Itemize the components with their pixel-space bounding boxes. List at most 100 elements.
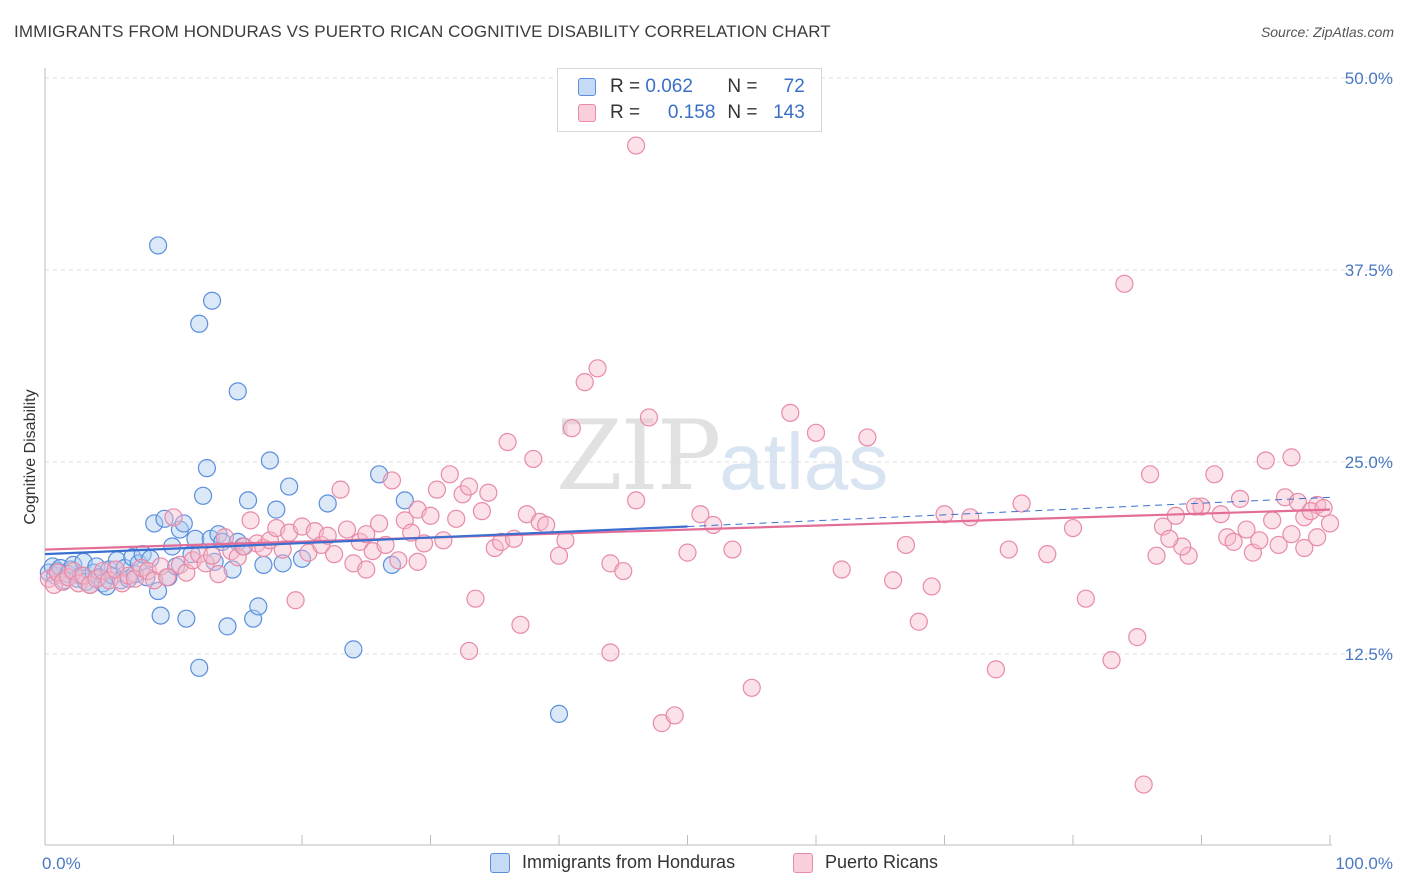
data-point [202, 546, 222, 565]
grid [45, 77, 1395, 655]
data-point [1185, 497, 1205, 516]
data-point [357, 560, 376, 579]
legend-swatch-blue [578, 78, 596, 96]
data-point [562, 419, 581, 438]
data-point [254, 555, 273, 575]
legend-r-value: 0.158 [667, 102, 716, 123]
data-point [238, 491, 258, 510]
data-point [48, 563, 67, 582]
data-point [1128, 628, 1147, 647]
data-point [1230, 489, 1250, 508]
data-point [479, 483, 498, 502]
data-point [575, 373, 594, 392]
data-point [280, 477, 299, 496]
legend-item-puerto-ricans: Puerto Ricans [793, 852, 938, 873]
data-point [344, 640, 363, 659]
data-point [395, 491, 414, 510]
data-point [218, 617, 237, 636]
legend-r-label: R = [610, 102, 641, 123]
data-point [1308, 528, 1327, 547]
watermark: ZIPatlas [556, 400, 888, 512]
data-point [806, 423, 826, 442]
data-point [148, 236, 168, 255]
data-point [370, 514, 389, 533]
legend-n-value: 72 [783, 76, 805, 97]
data-point [1140, 465, 1160, 484]
data-point [318, 494, 337, 513]
data-point [498, 432, 517, 452]
legend-n-value: 143 [773, 102, 805, 123]
legend-swatch-pink [793, 852, 813, 873]
data-point [1115, 274, 1134, 293]
data-point [1160, 529, 1179, 548]
x-tick-label: 100.0% [1335, 854, 1393, 873]
series-puerto-ricans [39, 81, 1340, 794]
data-point [151, 606, 170, 625]
legend-row-puerto-ricans: R = 0.158 N = 143 [578, 101, 805, 125]
data-point [1320, 514, 1340, 533]
data-point [260, 451, 279, 470]
legend-item-honduras: Immigrants from Honduras [490, 852, 735, 873]
legend-r-value: 0.062 [645, 76, 693, 97]
chart-title: IMMIGRANTS FROM HONDURAS VS PUERTO RICAN… [14, 22, 831, 41]
y-tick-label: 50.0% [1345, 69, 1393, 88]
data-point [331, 480, 350, 499]
data-point [626, 136, 646, 155]
data-point [459, 641, 479, 661]
source-label: Source: ZipAtlas.com [1260, 24, 1394, 40]
data-point [174, 514, 193, 533]
data-point [1218, 528, 1237, 547]
data-point [537, 515, 556, 535]
data-point [1295, 538, 1314, 558]
data-point [466, 589, 485, 608]
data-point [986, 660, 1006, 679]
legend-r-label: R = [610, 76, 641, 97]
data-point [678, 543, 697, 562]
data-point [524, 449, 543, 469]
data-point [883, 571, 903, 590]
x-tick-label: 0.0% [42, 854, 81, 873]
data-point [151, 557, 170, 576]
data-point [832, 560, 851, 579]
legend-swatch-blue [490, 852, 510, 873]
data-point [1237, 520, 1256, 539]
data-point [273, 554, 292, 573]
data-point [472, 502, 491, 521]
data-point [382, 471, 402, 490]
data-point [286, 591, 305, 610]
legend-label-honduras: Immigrants from Honduras [522, 852, 736, 872]
legend-label-puerto-ricans: Puerto Ricans [825, 852, 939, 872]
data-point [922, 577, 941, 596]
data-point [209, 565, 228, 584]
data-point [427, 480, 447, 499]
data-point [193, 486, 213, 505]
data-point [1256, 451, 1275, 470]
y-tick-label: 12.5% [1345, 645, 1393, 664]
data-point [588, 359, 607, 378]
watermark-zip: ZIP [556, 400, 721, 512]
trend-line-honduras [44, 525, 688, 556]
data-point [1063, 518, 1083, 538]
data-point [228, 382, 247, 401]
data-point [402, 523, 421, 542]
data-point [389, 551, 408, 570]
data-point [1269, 535, 1288, 555]
data-point [896, 535, 916, 555]
legend-swatch-pink [578, 104, 596, 122]
data-point [1134, 775, 1153, 794]
data-point [665, 706, 684, 725]
data-point [1038, 545, 1057, 564]
data-point [337, 520, 357, 539]
data-point [1012, 494, 1031, 513]
trend-line-puerto-ricans [44, 508, 1331, 551]
data-point [549, 546, 569, 565]
data-point [382, 555, 402, 575]
data-point [961, 508, 980, 527]
y-axis-title: Cognitive Disability [22, 389, 39, 524]
data-point [177, 609, 196, 628]
data-point [742, 678, 761, 697]
data-point [440, 465, 459, 484]
data-point [511, 615, 530, 634]
series-immigrants-from-honduras [39, 236, 569, 724]
